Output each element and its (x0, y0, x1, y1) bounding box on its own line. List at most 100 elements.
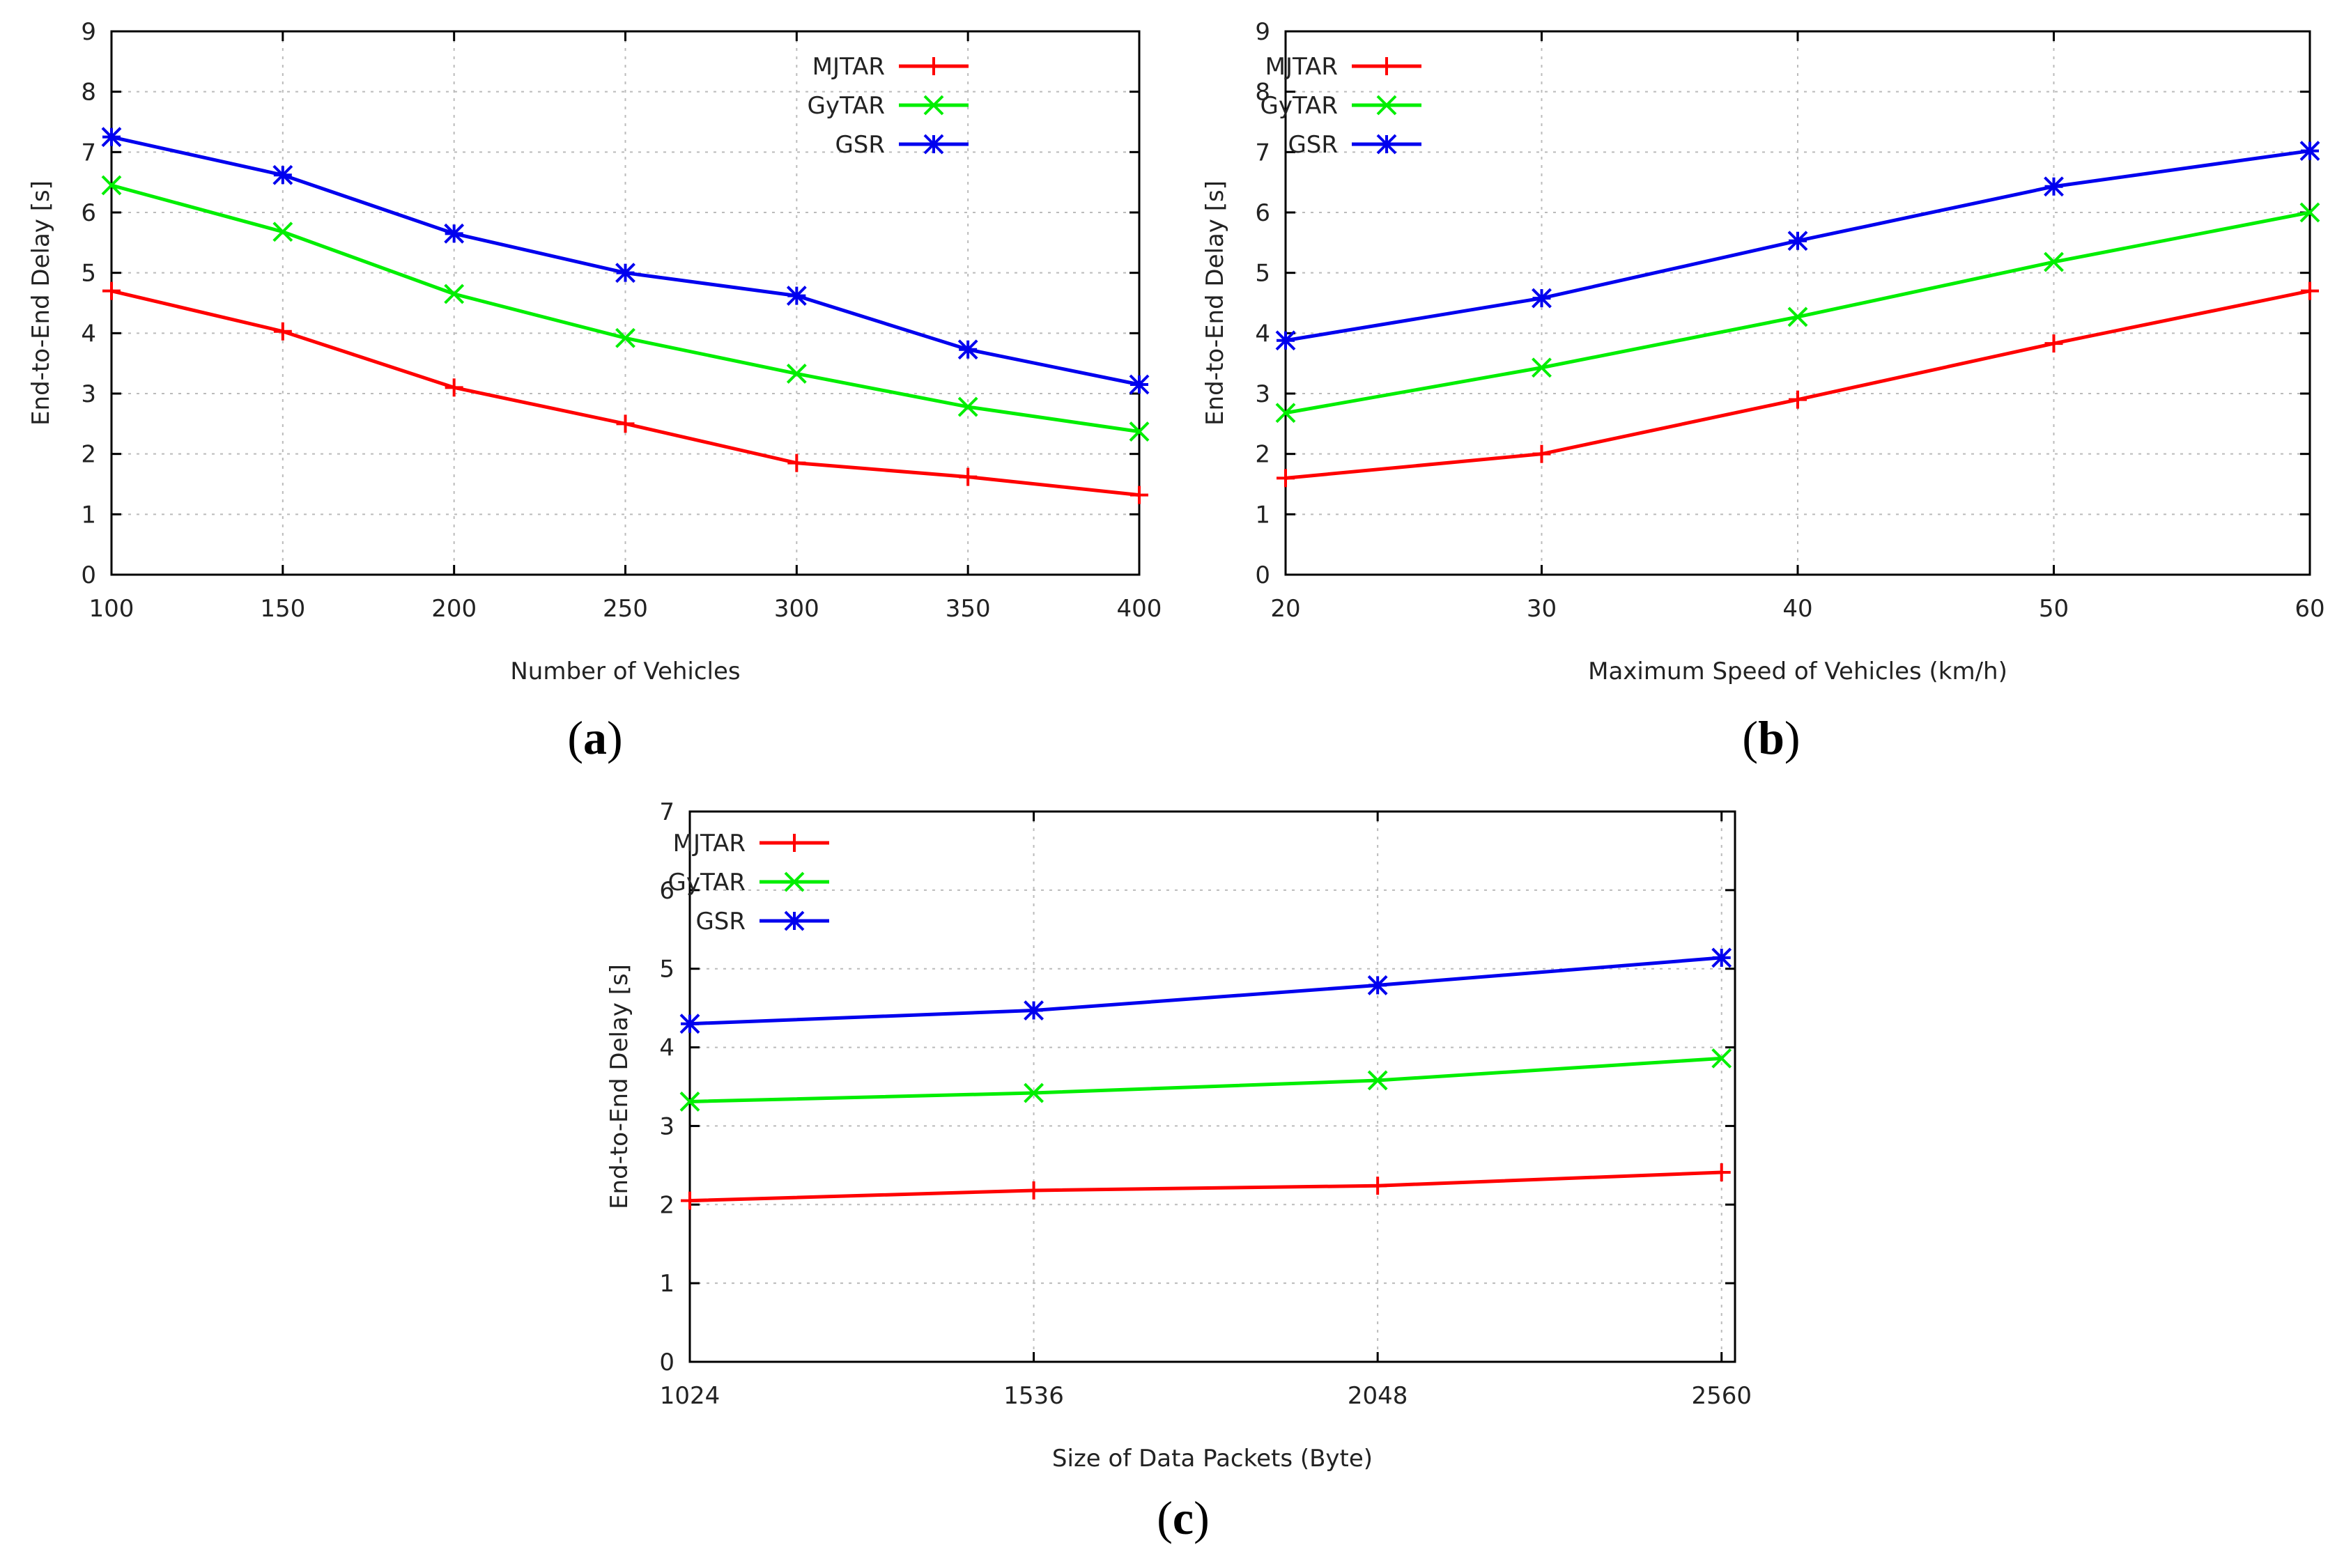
legend-label-mjtar: MJTAR (673, 830, 746, 857)
y-tick-label: 4 (81, 320, 96, 348)
y-tick-label: 3 (659, 1112, 674, 1140)
data-point-gsr (2299, 141, 2320, 162)
series-line-gsr (689, 956, 1722, 1026)
x-tick-label: 400 (1117, 595, 1162, 623)
data-point-mjtar (681, 1191, 699, 1210)
data-point-mjtar (445, 378, 463, 397)
data-point-gytar (1711, 1048, 1732, 1069)
data-point-mjtar (1789, 390, 1807, 409)
y-tick-label: 7 (659, 798, 674, 826)
caption-a: (a) (567, 711, 623, 764)
x-tick-label: 300 (774, 595, 819, 623)
y-tick-label: 5 (659, 956, 674, 984)
data-point-gsr (1787, 231, 1808, 251)
data-point-gsr (1129, 374, 1150, 395)
y-tick-label: 5 (1255, 260, 1270, 288)
x-axis-label: Maximum Speed of Vehicles (km/h) (1588, 658, 2007, 685)
data-point-gsr (957, 339, 978, 360)
legend-label-gsr: GSR (835, 131, 885, 159)
data-point-gytar (444, 284, 465, 304)
data-point-gsr (1532, 288, 1552, 309)
legend-label-mjtar: MJTAR (812, 53, 885, 81)
y-axis-label: End-to-End Delay [s] (27, 180, 55, 426)
x-axis-label: Size of Data Packets (Byte) (1052, 1445, 1373, 1473)
data-point-gsr (444, 223, 465, 244)
data-point-mjtar (2044, 334, 2063, 353)
chart-a: 0 1 2 3 4 5 6 7 8 9 100 150 200 250 300 350 400 Number of… (27, 18, 1162, 685)
data-point-gytar (1275, 403, 1296, 424)
x-tick-label: 50 (2039, 595, 2069, 623)
data-point-gytar (2299, 202, 2320, 223)
data-point-gytar (679, 1092, 700, 1112)
data-point-gsr (1711, 947, 1732, 968)
legend-label-gsr: GSR (1288, 131, 1338, 159)
grid-b (1286, 31, 2310, 575)
chart-c: 0 1 2 3 4 5 6 7 1024 1536 2048 2560 Size of Data Pac… (606, 798, 1752, 1473)
data-point-mjtar (1130, 486, 1148, 504)
data-point-mjtar (1024, 1181, 1043, 1200)
legend-label-gytar: GyTAR (808, 92, 885, 120)
y-tick-label: 1 (81, 501, 96, 529)
y-tick-label: 7 (1255, 139, 1270, 166)
data-point-gytar (2044, 251, 2064, 272)
y-tick-label: 9 (1255, 18, 1270, 46)
data-point-mjtar (1532, 444, 1551, 463)
y-tick-label: 2 (659, 1191, 674, 1219)
chart-b: 0 1 2 3 4 5 6 7 8 9 20 30 40 50 60 Maximum Speed of Veh… (1201, 18, 2325, 685)
y-axis-label: End-to-End Delay [s] (606, 964, 633, 1209)
y-tick-label: 4 (1255, 320, 1270, 348)
data-point-mjtar (1277, 469, 1295, 488)
y-tick-label: 0 (1255, 561, 1270, 589)
y-tick-label: 2 (1255, 441, 1270, 469)
y-tick-label: 0 (659, 1349, 674, 1376)
x-tick-label: 40 (1782, 595, 1812, 623)
x-tick-label: 2560 (1691, 1382, 1752, 1410)
data-point-gytar (1532, 357, 1552, 378)
data-point-gytar (615, 327, 635, 348)
y-tick-label: 1 (1255, 501, 1270, 529)
data-point-gytar (1024, 1082, 1044, 1103)
data-point-mjtar (1712, 1163, 1731, 1182)
data-point-gsr (786, 286, 807, 306)
data-point-gytar (957, 396, 978, 417)
legend-marker-mjtar (1378, 57, 1396, 75)
y-tick-label: 3 (1255, 380, 1270, 408)
legend-label-gytar: GyTAR (668, 869, 746, 896)
legend-label-gsr: GSR (695, 908, 746, 936)
series-line-mjtar (689, 1170, 1722, 1203)
x-tick-label: 2048 (1348, 1382, 1408, 1410)
y-tick-label: 7 (81, 139, 96, 166)
y-tick-label: 3 (81, 380, 96, 408)
series-line-gytar (689, 1056, 1722, 1103)
legend-marker-gsr (923, 134, 944, 155)
x-tick-label: 1536 (1003, 1382, 1064, 1410)
x-tick-label: 250 (603, 595, 648, 623)
data-point-gytar (786, 363, 807, 384)
y-tick-label: 5 (81, 260, 96, 288)
data-point-gytar (1787, 306, 1808, 327)
data-point-gsr (679, 1014, 700, 1034)
x-axis-label: Number of Vehicles (510, 658, 740, 685)
legend-marker-gsr (784, 910, 805, 931)
y-tick-label: 8 (1255, 79, 1270, 107)
y-tick-label: 6 (659, 877, 674, 905)
data-point-gsr (1024, 1000, 1044, 1020)
x-tick-label: 30 (1527, 595, 1557, 623)
legend-marker-gytar (923, 95, 944, 116)
y-axis-label: End-to-End Delay [s] (1201, 180, 1229, 426)
x-tick-label: 20 (1270, 595, 1300, 623)
data-point-gsr (101, 127, 122, 148)
grid-a (111, 31, 1139, 575)
data-point-mjtar (787, 453, 806, 472)
y-tick-label: 6 (81, 199, 96, 227)
data-point-gsr (272, 164, 293, 185)
data-point-gytar (101, 175, 122, 196)
x-tick-label: 200 (431, 595, 477, 623)
data-point-gsr (1367, 975, 1388, 995)
y-tick-label: 1 (659, 1270, 674, 1298)
data-point-mjtar (959, 467, 978, 486)
y-tick-label: 9 (81, 18, 96, 46)
data-point-mjtar (102, 281, 121, 300)
data-point-gytar (1129, 421, 1150, 442)
